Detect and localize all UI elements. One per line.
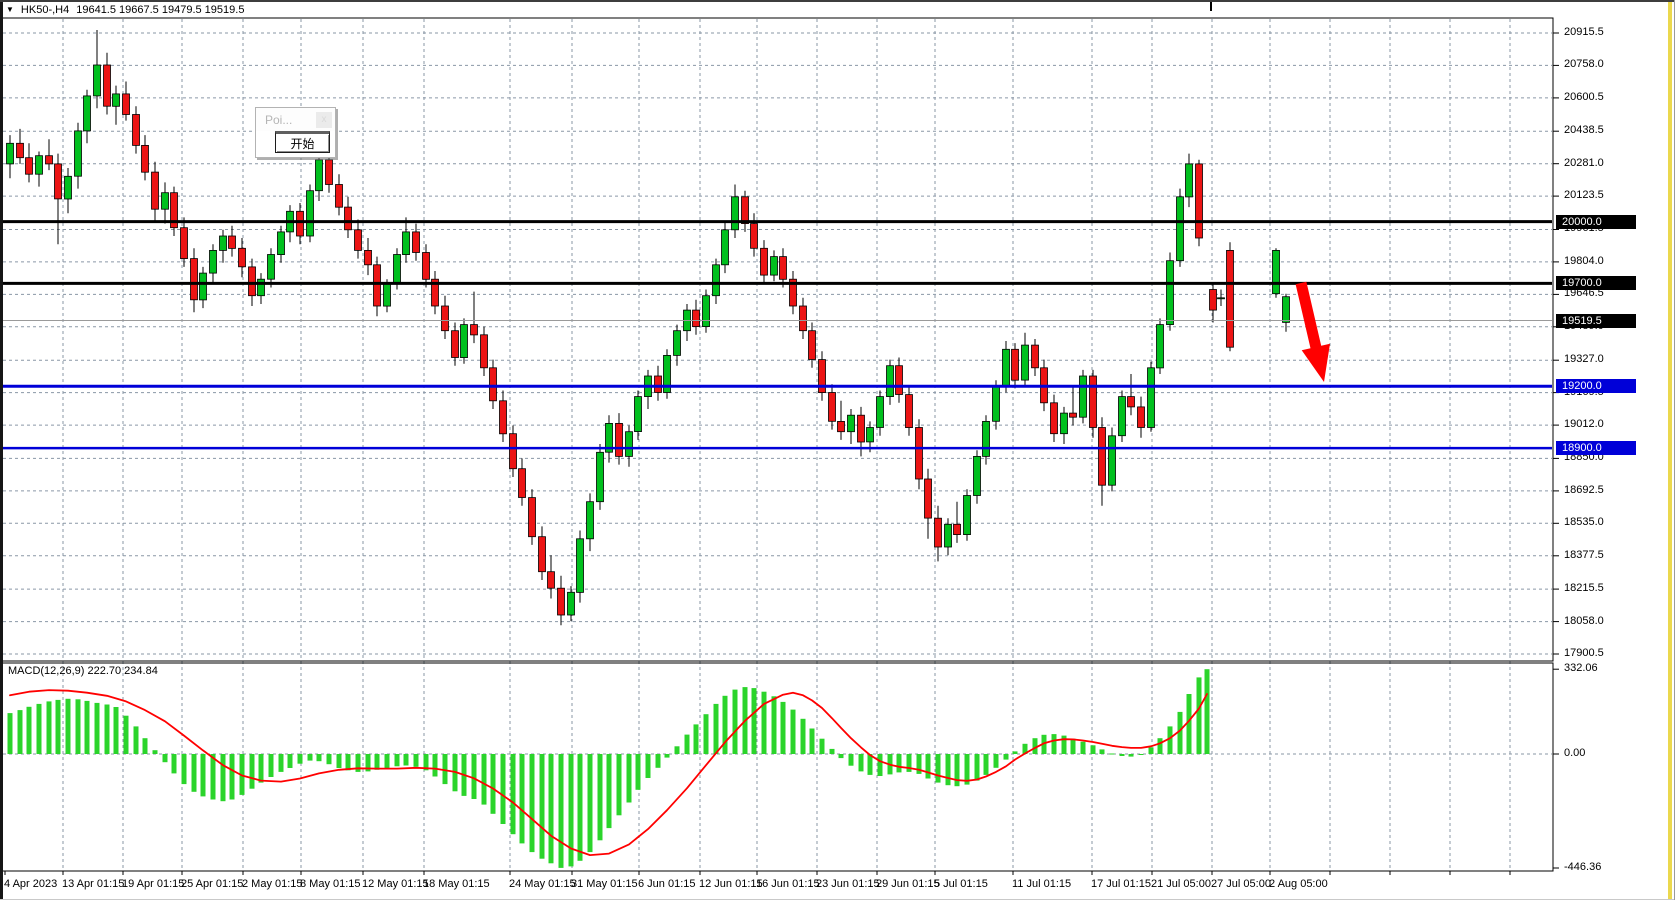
time-tick-label: 12 May 01:15 (362, 878, 429, 890)
down-arrow-annotation[interactable] (1295, 281, 1330, 382)
time-tick-label: 19 Apr 01:15 (122, 878, 185, 890)
time-tick-label: 29 Jun 01:15 (876, 878, 940, 890)
candles (6, 30, 1290, 626)
chart-title: ▼ HK50-,H4 19641.5 19667.5 19479.5 19519… (6, 3, 244, 17)
time-tick-label: 2 May 01:15 (242, 878, 303, 890)
time-tick-label: 4 Apr 2023 (4, 878, 58, 890)
macd-tick-label: 0.00 (1564, 747, 1586, 759)
time-tick-label: 13 Apr 01:15 (62, 878, 125, 890)
time-tick-label: 23 Jun 01:15 (816, 878, 880, 890)
price-tick-label: 18058.0 (1564, 615, 1604, 627)
price-tick-label: 18535.0 (1564, 516, 1604, 528)
price-tick-label: 20123.5 (1564, 189, 1604, 201)
time-tick-label: 12 Jun 01:15 (699, 878, 763, 890)
symbol-period-label: HK50-,H4 (20, 4, 70, 16)
price-tick-label: 20281.0 (1564, 157, 1604, 169)
time-tick-label: 21 Jul 05:00 (1151, 878, 1211, 890)
time-tick-label: 2 Aug 05:00 (1269, 878, 1328, 890)
time-tick-label: 16 Jun 01:15 (756, 878, 820, 890)
ohlc-values: 19641.5 19667.5 19479.5 19519.5 (76, 4, 245, 16)
price-tick-label: 20600.5 (1564, 91, 1604, 103)
price-tick-label: 18215.5 (1564, 582, 1604, 594)
script-dialog: Poi... x 开始 (255, 107, 336, 158)
macd-indicator-label: MACD(12,26,9) 222.70 234.84 (8, 665, 158, 677)
price-tick-label: 18377.5 (1564, 549, 1604, 561)
macd-tick-label: -446.36 (1564, 861, 1602, 873)
time-tick-label: 31 May 01:15 (571, 878, 638, 890)
price-tick-label: 20915.5 (1564, 26, 1604, 38)
time-tick-label: 17 Jul 01:15 (1091, 878, 1151, 890)
price-tick-label: 20438.5 (1564, 124, 1604, 136)
window-border-left (0, 0, 3, 900)
time-tick-label: 5 Jul 01:15 (934, 878, 988, 890)
price-badge-18900.0[interactable]: 18900.0 (1556, 441, 1636, 455)
price-tick-label: 20758.0 (1564, 58, 1604, 70)
price-tick-label: 19804.0 (1564, 255, 1604, 267)
time-tick-label: 6 Jun 01:15 (638, 878, 696, 890)
window-border-highlight (1668, 2, 1672, 899)
time-tick-label: 8 May 01:15 (300, 878, 361, 890)
macd-tick-label: 332.06 (1564, 662, 1598, 674)
price-tick-label: 17900.5 (1564, 647, 1604, 659)
level-lines (3, 220, 1552, 450)
price-tick-label: 19012.0 (1564, 418, 1604, 430)
price-badge-19519.5: 19519.5 (1556, 314, 1636, 328)
start-button[interactable]: 开始 (275, 131, 330, 153)
macd-histogram (7, 669, 1210, 868)
time-tick-label: 25 Apr 01:15 (181, 878, 244, 890)
dialog-close-icon[interactable]: x (316, 111, 332, 128)
dialog-body: 开始 (256, 131, 335, 157)
time-tick-label: 11 Jul 01:15 (1012, 878, 1072, 890)
price-badge-19200.0[interactable]: 19200.0 (1556, 379, 1636, 393)
time-tick-label: 24 May 01:15 (509, 878, 576, 890)
collapse-triangle-icon[interactable]: ▼ (6, 5, 14, 14)
time-tick-label: 18 May 01:15 (423, 878, 490, 890)
window-border-top (0, 0, 1675, 2)
dialog-title: Poi... (265, 112, 293, 127)
dialog-titlebar[interactable]: Poi... x (256, 108, 335, 131)
price-tick-label: 18692.5 (1564, 484, 1604, 496)
price-badge-19700.0[interactable]: 19700.0 (1556, 276, 1636, 290)
price-badge-20000.0[interactable]: 20000.0 (1556, 215, 1636, 229)
time-tick-label: 27 Jul 05:00 (1211, 878, 1271, 890)
gridlines (3, 19, 1552, 870)
price-tick-label: 19327.0 (1564, 353, 1604, 365)
price-tick-label: 19646.5 (1564, 287, 1604, 299)
macd-signal-line (9, 689, 1208, 856)
